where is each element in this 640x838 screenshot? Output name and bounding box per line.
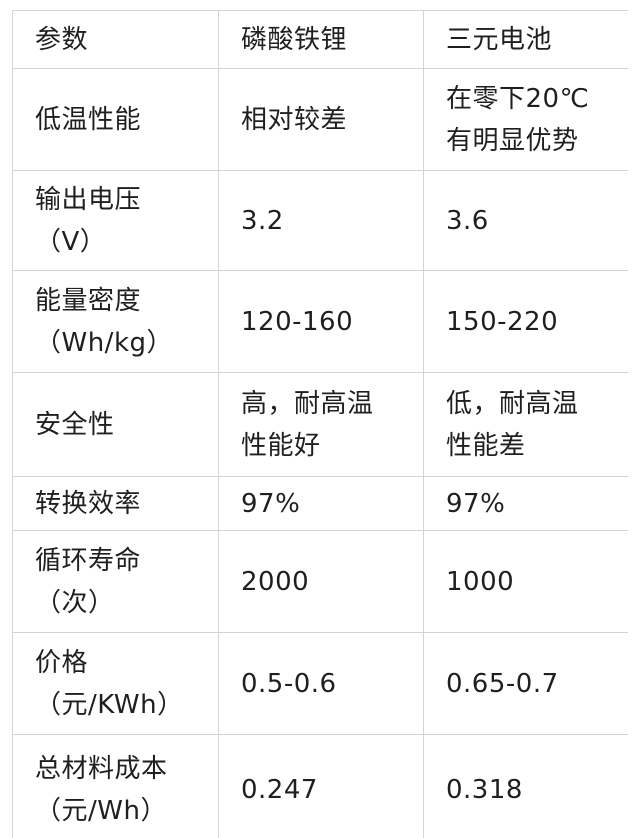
- header-cell-parameter: 参数: [12, 10, 219, 69]
- cell-ternary-price: 0.65-0.7: [423, 632, 628, 735]
- table-row: 输出电压 （V） 3.2 3.6: [12, 170, 628, 271]
- table-header-row: 参数 磷酸铁锂 三元电池: [12, 10, 628, 69]
- row-label-total-material-cost: 总材料成本 （元/Wh）: [12, 734, 219, 838]
- header-cell-lfp: 磷酸铁锂: [218, 10, 424, 69]
- cell-lfp-conversion-efficiency: 97%: [218, 476, 424, 531]
- table-row: 低温性能 相对较差 在零下20℃ 有明显优势: [12, 68, 628, 171]
- cell-lfp-price: 0.5-0.6: [218, 632, 424, 735]
- cell-ternary-output-voltage: 3.6: [423, 170, 628, 271]
- table-row: 循环寿命 （次） 2000 1000: [12, 530, 628, 633]
- header-cell-ternary: 三元电池: [423, 10, 628, 69]
- row-label-cycle-life: 循环寿命 （次）: [12, 530, 219, 633]
- cell-ternary-low-temp: 在零下20℃ 有明显优势: [423, 68, 628, 171]
- cell-lfp-low-temp: 相对较差: [218, 68, 424, 171]
- comparison-table-container: 参数 磷酸铁锂 三元电池 低温性能 相对较差 在零下20℃ 有明显优势 输出电压…: [12, 10, 628, 838]
- cell-lfp-cycle-life: 2000: [218, 530, 424, 633]
- table-row: 能量密度 （Wh/kg） 120-160 150-220: [12, 270, 628, 373]
- table-row: 安全性 高，耐高温 性能好 低，耐高温 性能差: [12, 372, 628, 477]
- row-label-energy-density: 能量密度 （Wh/kg）: [12, 270, 219, 373]
- row-label-low-temp: 低温性能: [12, 68, 219, 171]
- battery-comparison-table: 参数 磷酸铁锂 三元电池 低温性能 相对较差 在零下20℃ 有明显优势 输出电压…: [12, 10, 628, 838]
- table-row: 转换效率 97% 97%: [12, 476, 628, 531]
- cell-ternary-total-material-cost: 0.318: [423, 734, 628, 838]
- cell-ternary-safety: 低，耐高温 性能差: [423, 372, 628, 477]
- row-label-conversion-efficiency: 转换效率: [12, 476, 219, 531]
- cell-lfp-output-voltage: 3.2: [218, 170, 424, 271]
- row-label-price: 价格 （元/KWh）: [12, 632, 219, 735]
- cell-lfp-total-material-cost: 0.247: [218, 734, 424, 838]
- cell-lfp-energy-density: 120-160: [218, 270, 424, 373]
- cell-lfp-safety: 高，耐高温 性能好: [218, 372, 424, 477]
- cell-ternary-cycle-life: 1000: [423, 530, 628, 633]
- cell-ternary-energy-density: 150-220: [423, 270, 628, 373]
- row-label-safety: 安全性: [12, 372, 219, 477]
- table-row: 总材料成本 （元/Wh） 0.247 0.318: [12, 734, 628, 838]
- table-row: 价格 （元/KWh） 0.5-0.6 0.65-0.7: [12, 632, 628, 735]
- cell-ternary-conversion-efficiency: 97%: [423, 476, 628, 531]
- row-label-output-voltage: 输出电压 （V）: [12, 170, 219, 271]
